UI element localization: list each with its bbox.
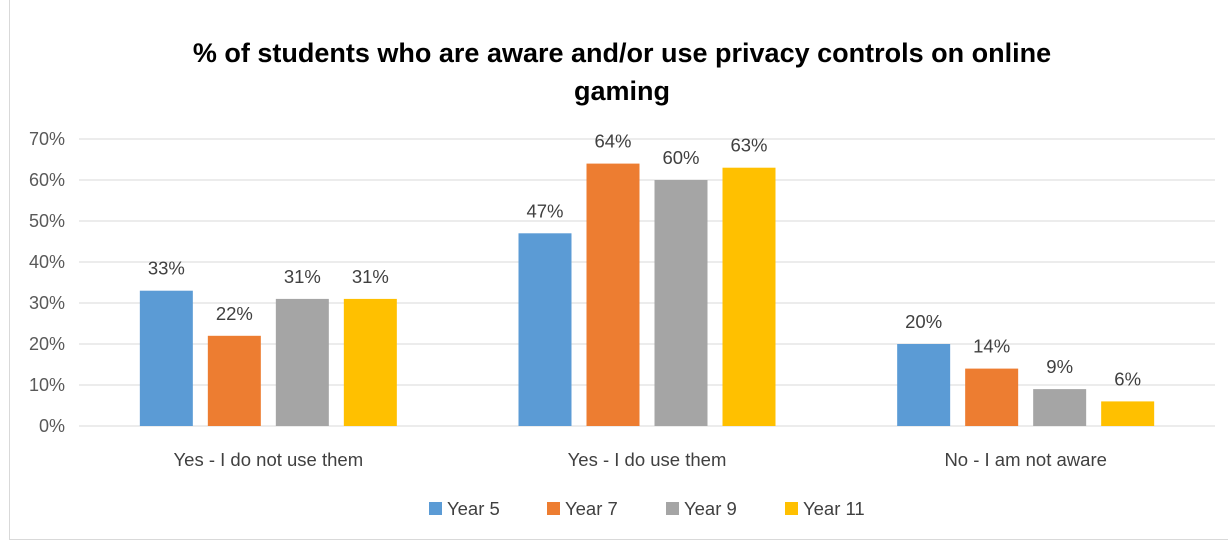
- legend-swatch: [429, 502, 442, 515]
- x-category-label: Yes - I do not use them: [174, 449, 364, 470]
- bar: [139, 290, 193, 426]
- bar: [343, 298, 397, 426]
- y-tick-label: 50%: [29, 211, 65, 231]
- data-label: 47%: [526, 200, 563, 221]
- data-label: 22%: [216, 303, 253, 324]
- bar: [654, 180, 708, 426]
- data-label: 9%: [1046, 356, 1073, 377]
- data-label: 6%: [1114, 368, 1141, 389]
- legend: Year 5 Year 7 Year 9 Year 11: [429, 498, 865, 519]
- gridlines: [79, 138, 1215, 427]
- chart-frame: [9, 0, 1228, 540]
- bar: [1101, 401, 1155, 426]
- x-category-label: Yes - I do use them: [568, 449, 727, 470]
- legend-swatch: [785, 502, 798, 515]
- bars: [139, 163, 1155, 426]
- y-axis-ticks: 0% 10% 20% 30% 40% 50% 60% 70%: [29, 129, 65, 436]
- bar: [722, 167, 776, 426]
- chart-title-line-2: gaming: [574, 76, 670, 106]
- legend-label: Year 5: [447, 498, 500, 519]
- bar: [207, 335, 261, 426]
- bar: [586, 163, 640, 426]
- data-label: 60%: [662, 147, 699, 168]
- data-label: 20%: [905, 311, 942, 332]
- y-tick-label: 10%: [29, 375, 65, 395]
- bar: [965, 368, 1019, 426]
- bar: [518, 233, 572, 426]
- bar: [1033, 389, 1087, 426]
- legend-label: Year 9: [684, 498, 737, 519]
- data-label: 63%: [730, 135, 767, 156]
- data-label: 14%: [973, 336, 1010, 357]
- legend-swatch: [547, 502, 560, 515]
- y-tick-label: 0%: [39, 416, 65, 436]
- legend-label: Year 11: [803, 498, 865, 519]
- y-tick-label: 30%: [29, 293, 65, 313]
- y-tick-label: 70%: [29, 129, 65, 149]
- data-labels: 33% 22% 31% 31% 47% 64% 60% 63% 20% 14% 9% 6%: [148, 131, 1141, 390]
- data-label: 64%: [594, 131, 631, 152]
- bar: [897, 344, 951, 426]
- bar: [275, 298, 329, 426]
- x-axis-categories: Yes - I do not use them Yes - I do use th…: [174, 449, 1107, 470]
- data-label: 31%: [284, 266, 321, 287]
- y-tick-label: 40%: [29, 252, 65, 272]
- legend-swatch: [666, 502, 679, 515]
- chart-title-line-1: % of students who are aware and/or use p…: [193, 38, 1051, 68]
- x-category-label: No - I am not aware: [944, 449, 1106, 470]
- y-tick-label: 20%: [29, 334, 65, 354]
- data-label: 33%: [148, 258, 185, 279]
- data-label: 31%: [352, 266, 389, 287]
- y-tick-label: 60%: [29, 170, 65, 190]
- legend-label: Year 7: [565, 498, 618, 519]
